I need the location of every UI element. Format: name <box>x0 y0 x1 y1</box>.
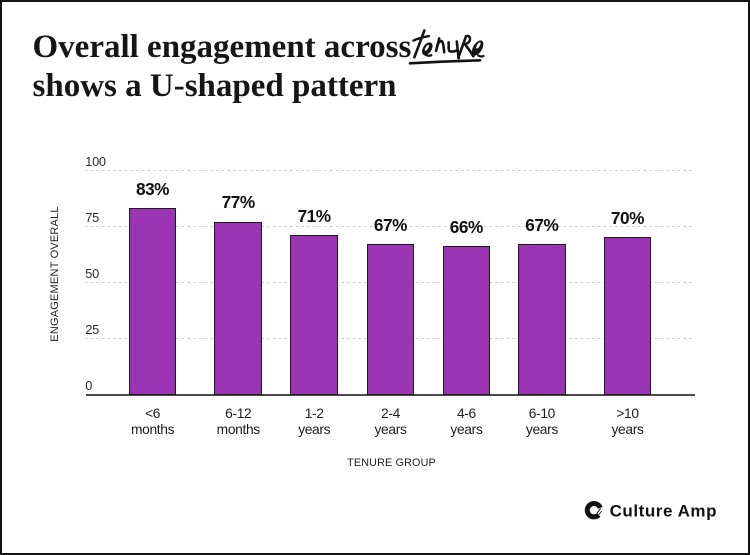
svg-text:Culture Amp: Culture Amp <box>610 502 717 521</box>
